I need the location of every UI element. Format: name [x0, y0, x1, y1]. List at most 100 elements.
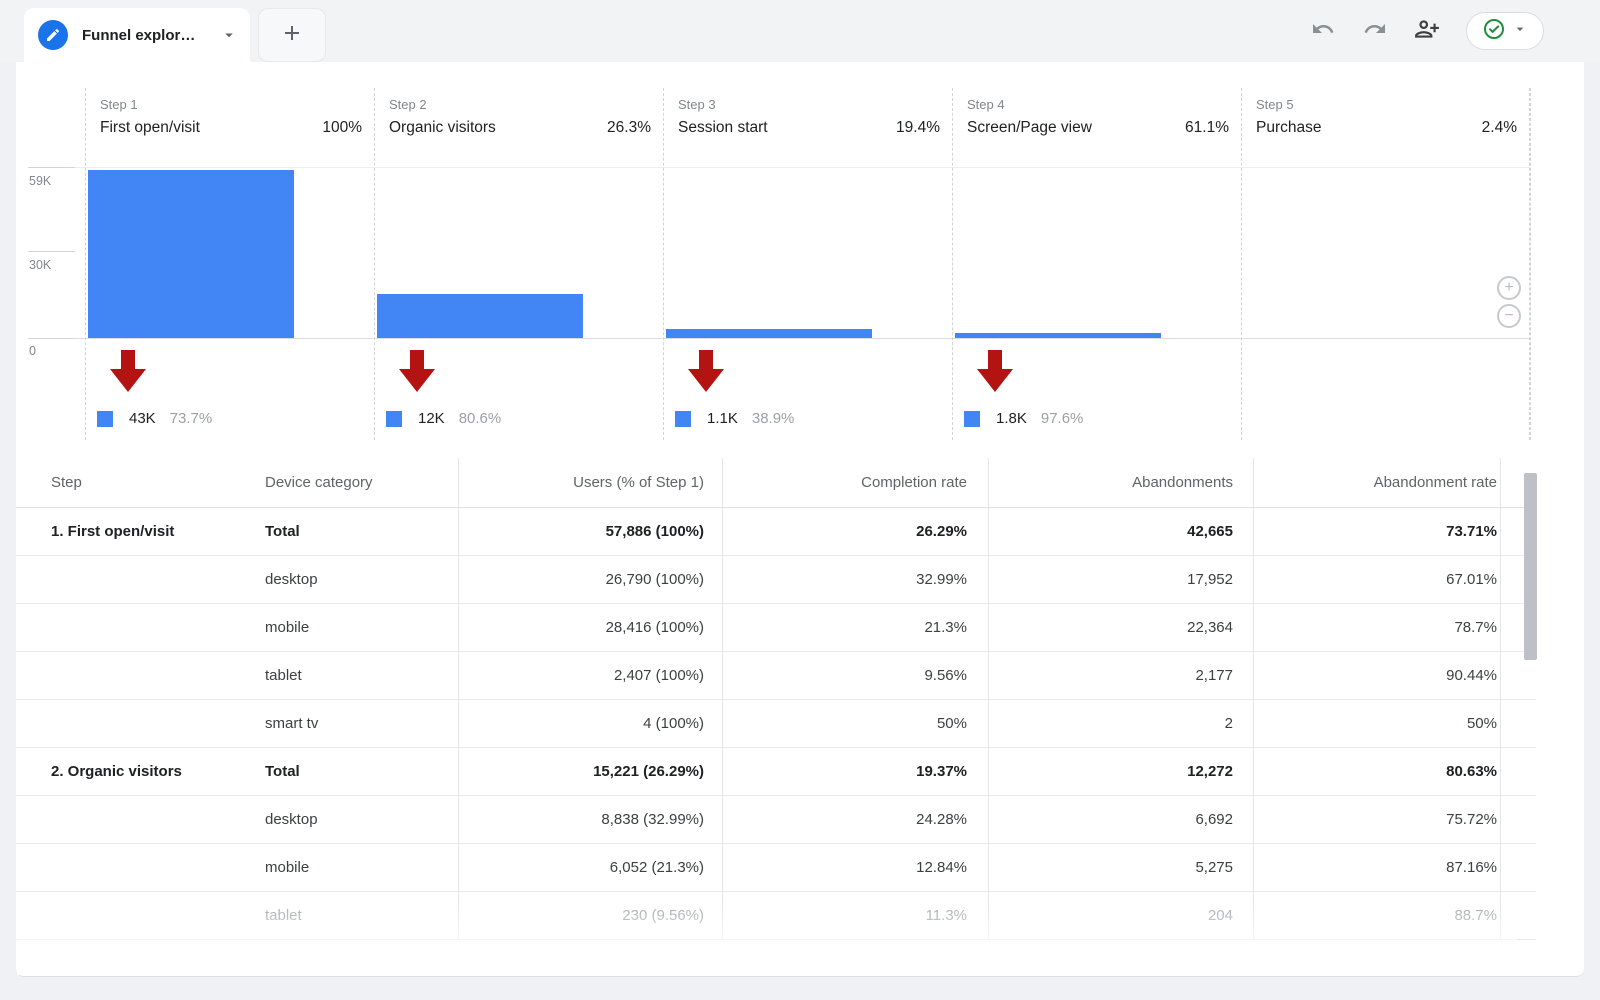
canvas: 59K 30K 0 Step 1 First open/visit 100% 4…	[16, 62, 1584, 977]
edit-pencil-icon	[38, 20, 68, 50]
cell-users: 4 (100%)	[643, 715, 704, 732]
undo-icon	[1311, 17, 1335, 46]
cell-device-category: desktop	[265, 571, 318, 588]
col-header-abandonments: Abandonments	[1132, 474, 1233, 491]
step-name: Screen/Page view	[967, 119, 1092, 136]
cell-completion-rate: 24.28%	[916, 811, 967, 828]
step-name: Purchase	[1256, 119, 1322, 136]
abandonment-legend: 1.8K 97.6%	[964, 410, 1083, 427]
abandonment-legend: 1.1K 38.9%	[675, 410, 794, 427]
cell-users: 15,221 (26.29%)	[593, 763, 704, 780]
table-row: mobile 6,052 (21.3%) 12.84% 5,275 87.16%	[16, 844, 1536, 892]
step-name: Session start	[678, 119, 768, 136]
y-tick	[28, 338, 75, 339]
funnel-bar	[377, 294, 583, 338]
y-axis-label: 59K	[29, 174, 52, 188]
cell-step	[51, 844, 251, 891]
cell-step	[51, 796, 251, 843]
cell-device-category: Total	[265, 523, 300, 540]
gridline-top	[28, 167, 1530, 168]
funnel-bar	[955, 333, 1161, 338]
cell-users: 28,416 (100%)	[605, 619, 704, 636]
tab-funnel-exploration[interactable]: Funnel explor…	[24, 8, 250, 62]
step-header: Step 3 Session start 19.4%	[664, 88, 952, 137]
step-header: Step 4 Screen/Page view 61.1%	[953, 88, 1241, 137]
cell-users: 26,790 (100%)	[605, 571, 704, 588]
cell-abandonments: 5,275	[1195, 859, 1233, 876]
saved-status-button[interactable]	[1466, 12, 1544, 50]
abandonment-count: 43K	[129, 410, 156, 427]
cell-abandonment-rate: 73.71%	[1446, 523, 1497, 540]
chevron-down-icon[interactable]	[220, 26, 238, 44]
abandonment-arrow-icon	[688, 350, 724, 397]
cell-abandonments: 17,952	[1187, 571, 1233, 588]
col-header-users: Users (% of Step 1)	[573, 474, 704, 491]
y-axis-label: 0	[29, 344, 36, 358]
cell-users: 2,407 (100%)	[613, 667, 704, 684]
cell-abandonments: 2,177	[1195, 667, 1233, 684]
abandonment-legend: 43K 73.7%	[97, 410, 212, 427]
step-number: Step 2	[389, 97, 427, 112]
funnel-step-column-3: Step 3 Session start 19.4% 1.1K 38.9%	[663, 88, 952, 440]
zoom-in-button[interactable]: +	[1497, 276, 1521, 300]
person-add-icon	[1414, 16, 1440, 47]
zoom-out-button[interactable]: −	[1497, 304, 1521, 328]
cell-abandonment-rate: 67.01%	[1446, 571, 1497, 588]
table-row: tablet 2,407 (100%) 9.56% 2,177 90.44%	[16, 652, 1536, 700]
step-header: Step 1 First open/visit 100%	[86, 88, 374, 137]
table-row: 1. First open/visit Total 57,886 (100%) …	[16, 508, 1536, 556]
vertical-scrollbar-thumb[interactable]	[1524, 473, 1537, 660]
axis-baseline	[28, 338, 1530, 339]
cell-step	[51, 604, 251, 651]
funnel-step-column-1: Step 1 First open/visit 100% 43K 73.7%	[85, 88, 374, 440]
cell-step	[51, 700, 251, 747]
step-header: Step 5 Purchase 2.4%	[1242, 88, 1529, 137]
cell-abandonments: 6,692	[1195, 811, 1233, 828]
cell-completion-rate: 26.29%	[916, 523, 967, 540]
col-header-completion-rate: Completion rate	[861, 474, 967, 491]
step-number: Step 3	[678, 97, 716, 112]
cell-device-category: mobile	[265, 859, 310, 876]
step-completion-percent: 61.1%	[1185, 119, 1229, 136]
funnel-chart: 59K 30K 0 Step 1 First open/visit 100% 4…	[16, 62, 1584, 458]
cell-users: 6,052 (21.3%)	[609, 859, 704, 876]
abandonment-arrow-icon	[399, 350, 435, 397]
step-number: Step 4	[967, 97, 1005, 112]
cell-completion-rate: 32.99%	[916, 571, 967, 588]
cell-completion-rate: 12.84%	[916, 859, 967, 876]
tab-label: Funnel explor…	[82, 26, 196, 44]
plus-icon	[280, 21, 304, 50]
chevron-down-icon	[1512, 21, 1528, 42]
add-tab-button[interactable]	[258, 8, 326, 62]
funnel-table: Step Device category Users (% of Step 1)…	[16, 458, 1536, 940]
step-name: First open/visit	[100, 119, 200, 136]
cell-abandonment-rate: 88.7%	[1454, 907, 1497, 924]
step-header: Step 2 Organic visitors 26.3%	[375, 88, 663, 137]
funnel-step-column-4: Step 4 Screen/Page view 61.1% 1.8K 97.6%	[952, 88, 1241, 440]
cell-abandonments: 12,272	[1187, 763, 1233, 780]
table-row: desktop 8,838 (32.99%) 24.28% 6,692 75.7…	[16, 796, 1536, 844]
undo-button[interactable]	[1310, 18, 1336, 44]
table-column-divider	[722, 458, 723, 940]
cell-abandonments: 42,665	[1187, 523, 1233, 540]
cell-step	[51, 892, 251, 939]
cell-abandonments: 2	[1224, 715, 1233, 732]
step-name: Organic visitors	[389, 119, 496, 136]
legend-swatch	[964, 410, 980, 427]
cell-step	[51, 556, 251, 603]
table-column-divider	[1253, 458, 1254, 940]
cell-step: 2. Organic visitors	[51, 763, 182, 780]
col-header-step: Step	[51, 474, 82, 491]
legend-swatch	[386, 410, 402, 427]
step-completion-percent: 19.4%	[896, 119, 940, 136]
redo-button[interactable]	[1362, 18, 1388, 44]
abandonment-arrow-icon	[977, 350, 1013, 397]
cell-users: 57,886 (100%)	[605, 523, 704, 540]
table-column-divider	[458, 458, 459, 940]
abandonment-count: 1.8K	[996, 410, 1027, 427]
cell-device-category: Total	[265, 763, 300, 780]
legend-swatch	[97, 410, 113, 427]
share-button[interactable]	[1414, 18, 1440, 44]
cell-abandonment-rate: 50%	[1466, 715, 1497, 732]
step-number: Step 1	[100, 97, 138, 112]
